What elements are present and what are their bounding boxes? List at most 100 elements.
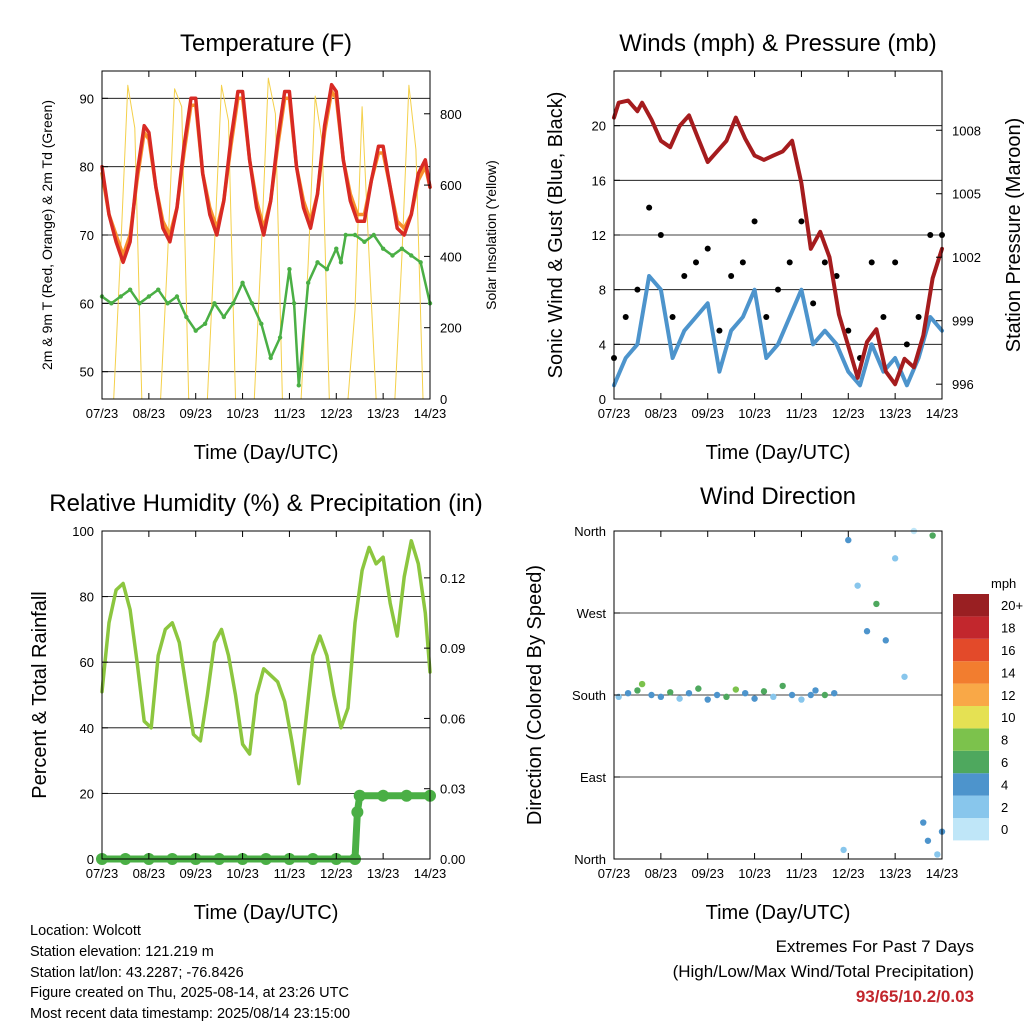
y-tick-label-right: 400 [440, 249, 462, 264]
temperature-xlabel: Time (Day/UTC) [194, 442, 339, 464]
x-tick-label: 07/23 [598, 866, 631, 881]
series-2m-td-point [174, 294, 180, 299]
series-total-precipitation-point [353, 789, 366, 802]
colorbar-swatch [953, 594, 989, 617]
direction-point [854, 582, 861, 589]
direction-point [845, 536, 852, 544]
colorbar-label: 2 [1001, 800, 1008, 815]
series-2m-td-point [418, 260, 423, 265]
direction-point [831, 689, 838, 697]
x-tick-label: 13/23 [879, 406, 912, 421]
x-tick-label: 11/23 [786, 866, 818, 881]
speed-colorbar: 0 2 4 6 8 10 12 14 16 18 20+ [953, 594, 1023, 841]
y-tick-label-left: 20 [592, 119, 606, 134]
series-2m-td-point [109, 301, 114, 306]
extremes-box: Extremes For Past 7 Days (High/Low/Max W… [673, 934, 974, 1009]
y-tick-label-left: 4 [599, 337, 606, 352]
colorbar-swatch [953, 638, 989, 662]
series-gust-point [903, 341, 910, 348]
direction-point [812, 687, 819, 694]
direction-point [901, 673, 908, 680]
y-tick-label-left: 0 [599, 392, 606, 407]
colorbar-label: 0 [1001, 822, 1008, 837]
x-tick-label: 12/23 [832, 406, 865, 421]
x-tick-label: 10/23 [226, 406, 259, 421]
y-tick-label-right: 1002 [952, 250, 981, 265]
x-tick-label: 08/23 [133, 406, 166, 421]
series-2m-td-point [259, 321, 264, 327]
series-2m-td-point [315, 260, 320, 265]
series-2m-td-point [240, 280, 245, 286]
series-gust-point [728, 273, 735, 279]
colorbar-swatch [953, 728, 989, 751]
series-gust-point [798, 218, 805, 225]
series-2m-td-point [221, 314, 227, 320]
y-tick-label-right: 996 [952, 377, 974, 392]
colorbar-label: 6 [1001, 755, 1008, 770]
humidity-title: Relative Humidity (%) & Precipitation (i… [49, 490, 482, 517]
direction-point [638, 680, 646, 688]
series-2m-td-point [156, 287, 161, 292]
series-gust-point [833, 273, 840, 279]
x-tick-label: 14/23 [926, 866, 959, 881]
x-tick-label: 08/23 [645, 866, 678, 881]
y-tick-label-right: 800 [440, 107, 462, 122]
direction-point [742, 689, 749, 697]
series-2m-td-point [193, 328, 198, 333]
winds-panel: Winds (mph) & Pressure (mb) Sonic Wind &… [545, 30, 1024, 464]
y-tick-label-right: 0.03 [440, 782, 465, 797]
winds-ticks: 07/23 08/23 09/23 10/23 11/23 12/23 13/23 14/23… [592, 71, 981, 421]
recent-timestamp: Most recent data timestamp: 2025/08/14 2… [30, 1006, 351, 1023]
temperature-ylabel-left: 2m & 9m T (Red, Orange) & 2m Td (Green) [39, 100, 55, 370]
direction-ylabel-left: Direction (Colored By Speed) [524, 565, 546, 825]
direction-point [924, 837, 932, 844]
colorbar-label: 14 [1001, 665, 1015, 680]
y-tick-label-left: North [574, 524, 606, 539]
x-tick-label: 12/23 [320, 866, 353, 881]
x-tick-label: 10/23 [738, 406, 771, 421]
x-tick-label: 09/23 [691, 866, 724, 881]
series-gust-point [646, 204, 653, 211]
direction-point [751, 695, 758, 702]
y-tick-label-left: 0 [87, 852, 94, 867]
colorbar-label: 12 [1001, 688, 1015, 703]
series-2m-td-point [127, 287, 133, 292]
series-2m-td-point [343, 232, 348, 238]
series-2m-td-point [146, 294, 152, 299]
x-tick-label: 07/23 [86, 866, 119, 881]
series-gust-point [739, 259, 746, 266]
colorbar-label: 4 [1001, 777, 1008, 792]
series-2m-td-point [409, 253, 414, 258]
direction-point [882, 637, 889, 644]
series-2m-td-point [334, 246, 339, 251]
direction-point [760, 688, 768, 695]
direction-point [840, 846, 847, 854]
direction-point [779, 682, 786, 690]
series-2m-td-point [324, 266, 330, 272]
series-2m-td-point [380, 246, 386, 251]
colorbar-title: mph [991, 576, 1016, 591]
y-tick-label-left: North [574, 852, 606, 867]
series-gust-point [927, 232, 934, 238]
humidity-ticks: 07/23 08/23 09/23 10/23 11/23 12/23 13/23 14/23… [72, 524, 465, 881]
extremes-heading: Extremes For Past 7 Days [775, 937, 974, 956]
winds-plot-area [611, 98, 945, 400]
x-tick-label: 11/23 [274, 866, 306, 881]
y-tick-label-right: 1008 [952, 123, 981, 138]
direction-point [873, 600, 880, 608]
x-tick-label: 10/23 [226, 866, 259, 881]
temperature-ticks: 07/23 08/23 09/23 10/23 11/23 12/23 13/23 14/23… [80, 71, 462, 421]
series-2m-td-point [362, 239, 367, 245]
series-gust-point [810, 300, 817, 307]
humidity-xlabel: Time (Day/UTC) [194, 902, 339, 924]
y-tick-label-left: 8 [599, 283, 606, 298]
direction-plot-area [614, 527, 946, 860]
series-gust-point [751, 218, 758, 225]
station-location: Location: Wolcott [30, 923, 141, 939]
direction-point [704, 696, 711, 703]
series-2m-td-point [184, 314, 189, 320]
direction-point [634, 687, 641, 694]
colorbar-label: 18 [1001, 621, 1015, 636]
x-tick-label: 10/23 [738, 866, 771, 881]
series-total-precipitation-point [377, 789, 390, 802]
